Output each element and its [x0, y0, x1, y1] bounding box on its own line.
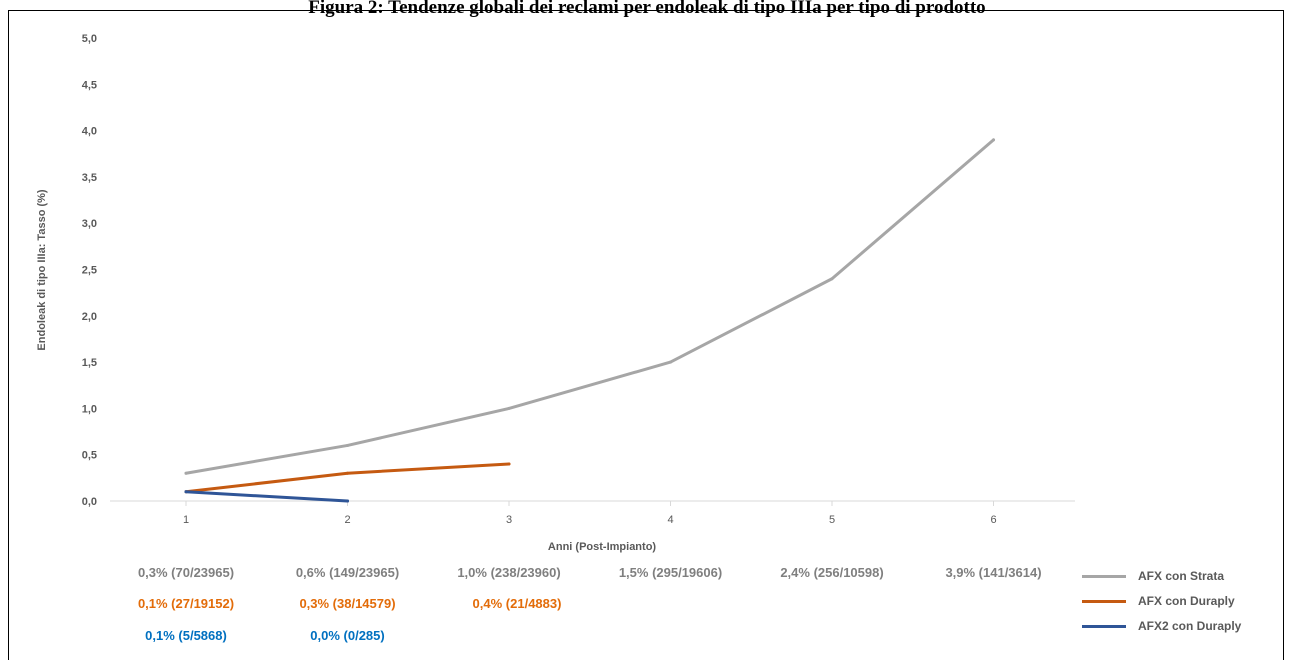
data-annotation: 0,3% (70/23965): [137, 565, 235, 580]
data-point: [669, 360, 672, 364]
legend-swatch: [1082, 575, 1126, 578]
data-annotation: 2,4% (256/10598): [780, 565, 884, 580]
chart-title: Figura 2: Tendenze globali dei reclami p…: [308, 0, 986, 18]
data-point: [507, 406, 511, 410]
data-annotation: 3,9% (141/3614): [945, 565, 1042, 580]
legend-label: AFX con Duraply: [1138, 594, 1235, 608]
y-axis-title: Endoleak di tipo IIIa: Tasso (%): [36, 189, 48, 350]
data-point: [992, 138, 995, 142]
legend-swatch: [1082, 625, 1126, 628]
data-annotation: 0,0% (0/285): [310, 628, 385, 643]
y-tick-label: 4,0: [82, 126, 97, 138]
y-tick-label: 3,5: [82, 172, 97, 184]
y-tick-label: 0,5: [82, 450, 97, 462]
data-annotation: 0,3% (38/14579): [299, 596, 396, 611]
legend-label: AFX2 con Duraply: [1138, 619, 1242, 633]
data-annotation: 1,0% (238/23960): [457, 565, 561, 580]
data-annotation: 0,1% (27/19152): [137, 596, 235, 611]
x-tick-label: 4: [667, 514, 673, 526]
y-tick-label: 1,5: [82, 357, 97, 369]
series-line-3: [184, 490, 349, 503]
data-annotation: 0,1% (5/5868): [145, 628, 227, 643]
data-annotation: 1,5% (295/19606): [618, 565, 723, 580]
y-tick-label: 4,5: [82, 79, 97, 91]
data-annotation: 0,4% (21/4883): [472, 596, 562, 611]
y-tick-label: 1,0: [82, 403, 97, 415]
x-tick-label: 2: [344, 514, 350, 526]
y-tick-label: 5,0: [82, 33, 97, 45]
x-axis-title: Anni (Post-Impianto): [548, 541, 656, 553]
series-line-2: [184, 462, 511, 494]
legend-label: AFX con Strata: [1138, 569, 1225, 583]
data-point: [830, 277, 834, 281]
data-annotation: 0,6% (149/23965): [295, 565, 400, 580]
data-point: [184, 471, 188, 475]
x-tick-label: 1: [183, 514, 189, 526]
y-tick-label: 0,0: [82, 496, 97, 508]
x-tick-label: 5: [829, 514, 835, 526]
data-point: [346, 443, 349, 447]
legend-swatch: [1082, 600, 1126, 603]
x-tick-label: 3: [506, 514, 512, 526]
data-point: [346, 471, 349, 475]
y-tick-label: 2,5: [82, 265, 97, 277]
data-point: [346, 499, 349, 503]
figure-frame: [8, 10, 1284, 660]
data-point: [507, 462, 511, 466]
y-tick-label: 2,0: [82, 311, 97, 323]
x-tick-label: 6: [990, 514, 996, 526]
y-tick-label: 3,0: [82, 218, 97, 230]
series-line-1: [184, 138, 995, 475]
data-point: [184, 490, 188, 494]
